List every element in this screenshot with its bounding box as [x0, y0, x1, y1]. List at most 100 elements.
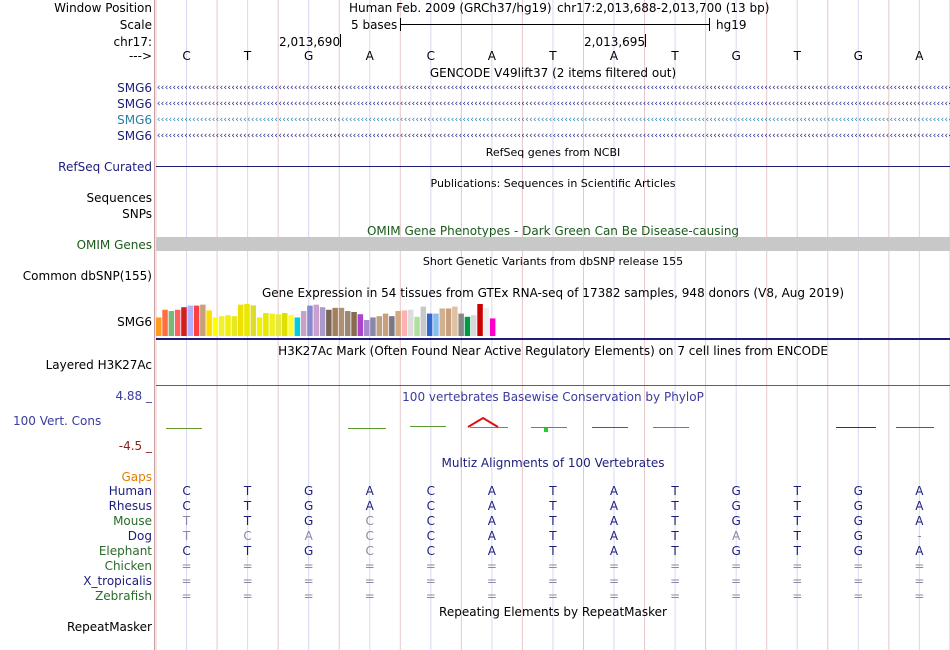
gtex-track-title[interactable]: Gene Expression in 54 tissues from GTEx … [261, 286, 845, 300]
aligned-base: C [365, 514, 374, 528]
aligned-base: = [608, 559, 620, 573]
base-letter: C [182, 49, 191, 63]
omim-track-title[interactable]: OMIM Gene Phenotypes - Dark Green Can Be… [366, 224, 740, 238]
species-label[interactable]: Chicken [104, 559, 152, 573]
aligned-base: C [426, 514, 435, 528]
species-label[interactable]: Mouse [113, 514, 152, 528]
base-letter: T [243, 49, 252, 63]
aligned-base: = [792, 574, 803, 588]
species-label[interactable]: Zebrafish [95, 589, 152, 603]
species-label[interactable]: Elephant [98, 544, 152, 558]
omim-track-label[interactable]: OMIM Genes [76, 238, 152, 252]
base-letter: C [426, 49, 435, 63]
aligned-base: C [426, 484, 435, 498]
aligned-base: = [731, 559, 742, 573]
aligned-base: G [853, 514, 863, 528]
coord-tick-2 [645, 34, 646, 47]
aligned-base: = [486, 589, 497, 603]
aligned-base: = [364, 559, 375, 573]
gaps-label[interactable]: Gaps [121, 470, 152, 484]
gencode-item-label[interactable]: SMG6 [117, 113, 152, 127]
gtex-tissue-bar [433, 313, 439, 336]
sequences-label[interactable]: Sequences [86, 191, 152, 205]
repeatmasker-track-label[interactable]: RepeatMasker [66, 620, 152, 634]
gencode-item-label[interactable]: SMG6 [117, 129, 152, 143]
gtex-tissue-bar [452, 306, 458, 336]
gencode-transcript-line[interactable]: ‹‹‹‹‹‹‹‹‹‹‹‹‹‹‹‹‹‹‹‹‹‹‹‹‹‹‹‹‹‹‹‹‹‹‹‹‹‹‹‹… [156, 115, 950, 125]
aligned-base: = [914, 589, 925, 603]
aligned-base: T [671, 514, 679, 528]
aligned-base: T [793, 544, 801, 558]
base-letter: A [365, 49, 374, 63]
aligned-base: = [303, 574, 314, 588]
gtex-tissue-bar [174, 309, 181, 336]
h3k27ac-track-label[interactable]: Layered H3K27Ac [45, 358, 152, 372]
species-label[interactable]: Rhesus [108, 499, 152, 513]
dbsnp-track-label[interactable]: Common dbSNP(155) [22, 269, 152, 283]
phylop-signal[interactable] [156, 415, 950, 435]
phylop-track-label[interactable]: 100 Vert. Cons [13, 414, 102, 428]
gtex-tissue-bar [332, 307, 338, 336]
gtex-tissue-bar [351, 312, 357, 336]
refseq-track-title[interactable]: RefSeq genes from NCBI [485, 146, 621, 159]
species-label[interactable]: Dog [127, 529, 152, 543]
gencode-track-title[interactable]: GENCODE V49lift37 (2 items filtered out) [429, 66, 677, 80]
gtex-tissue-bar [187, 305, 193, 336]
aligned-base: = [486, 574, 497, 588]
base-letter: G [853, 49, 863, 63]
aligned-base: A [609, 499, 619, 513]
gtex-tissue-bar [219, 316, 225, 336]
aligned-base: = [608, 574, 620, 588]
aligned-base: T [243, 544, 252, 558]
aligned-base: G [304, 484, 314, 498]
aligned-base: A [487, 544, 496, 558]
aligned-base: = [242, 574, 253, 588]
aligned-base: = [181, 574, 192, 588]
h3k27ac-track-title[interactable]: H3K27Ac Mark (Often Found Near Active Re… [278, 344, 828, 358]
aligned-base: T [549, 529, 557, 543]
coord-tick-1 [340, 34, 341, 47]
aligned-base: = [303, 589, 314, 603]
multiz-track-title[interactable]: Multiz Alignments of 100 Vertebrates [441, 456, 665, 470]
refseq-gene-line[interactable] [156, 166, 950, 167]
base-letter: A [915, 49, 924, 63]
strand-label: ---> [128, 49, 152, 63]
aligned-base: A [487, 484, 496, 498]
aligned-base: = [792, 589, 803, 603]
gtex-tissue-bar [471, 315, 477, 336]
aligned-base: A [487, 514, 496, 528]
gencode-item-label[interactable]: SMG6 [117, 97, 152, 111]
aligned-base: T [671, 529, 679, 543]
snps-label[interactable]: SNPs [122, 207, 152, 221]
phylop-small-marks [166, 426, 934, 432]
gencode-item-label[interactable]: SMG6 [117, 81, 152, 95]
publications-track-title[interactable]: Publications: Sequences in Scientific Ar… [430, 177, 676, 190]
species-label[interactable]: X_tropicalis [83, 574, 152, 588]
aligned-base: G [731, 484, 741, 498]
omim-phenotype-bar[interactable] [156, 237, 950, 251]
gencode-transcript-line[interactable]: ‹‹‹‹‹‹‹‹‹‹‹‹‹‹‹‹‹‹‹‹‹‹‹‹‹‹‹‹‹‹‹‹‹‹‹‹‹‹‹‹… [156, 131, 950, 141]
aligned-base: = [242, 559, 253, 573]
gtex-expression-chart[interactable] [156, 298, 556, 338]
repeatmasker-track-title[interactable]: Repeating Elements by RepeatMasker [439, 605, 667, 619]
aligned-base: = [608, 589, 620, 603]
aligned-base: T [671, 544, 679, 558]
position-text: chr17:2,013,688-2,013,700 (13 bp) [557, 1, 770, 15]
window-position-label: Window Position [54, 1, 152, 15]
aligned-base: C [426, 529, 435, 543]
aligned-base: G [304, 499, 314, 513]
aligned-base: = [547, 574, 558, 588]
aligned-base: A [609, 544, 619, 558]
refseq-track-label[interactable]: RefSeq Curated [58, 160, 152, 174]
phylop-track-title[interactable]: 100 vertebrates Basewise Conservation by… [402, 390, 704, 404]
dbsnp-track-title[interactable]: Short Genetic Variants from dbSNP releas… [422, 255, 684, 268]
aligned-base: T [243, 499, 252, 513]
gtex-tissue-bar [464, 316, 471, 336]
gencode-transcript-line[interactable]: ‹‹‹‹‹‹‹‹‹‹‹‹‹‹‹‹‹‹‹‹‹‹‹‹‹‹‹‹‹‹‹‹‹‹‹‹‹‹‹‹… [156, 99, 950, 109]
gencode-transcript-line[interactable]: ‹‹‹‹‹‹‹‹‹‹‹‹‹‹‹‹‹‹‹‹‹‹‹‹‹‹‹‹‹‹‹‹‹‹‹‹‹‹‹‹… [156, 83, 950, 93]
gtex-tissue-bar [200, 304, 206, 336]
aligned-base: A [487, 499, 496, 513]
gtex-tissue-bar [307, 305, 313, 336]
gtex-gene-label[interactable]: SMG6 [117, 315, 152, 329]
species-label[interactable]: Human [108, 484, 152, 498]
